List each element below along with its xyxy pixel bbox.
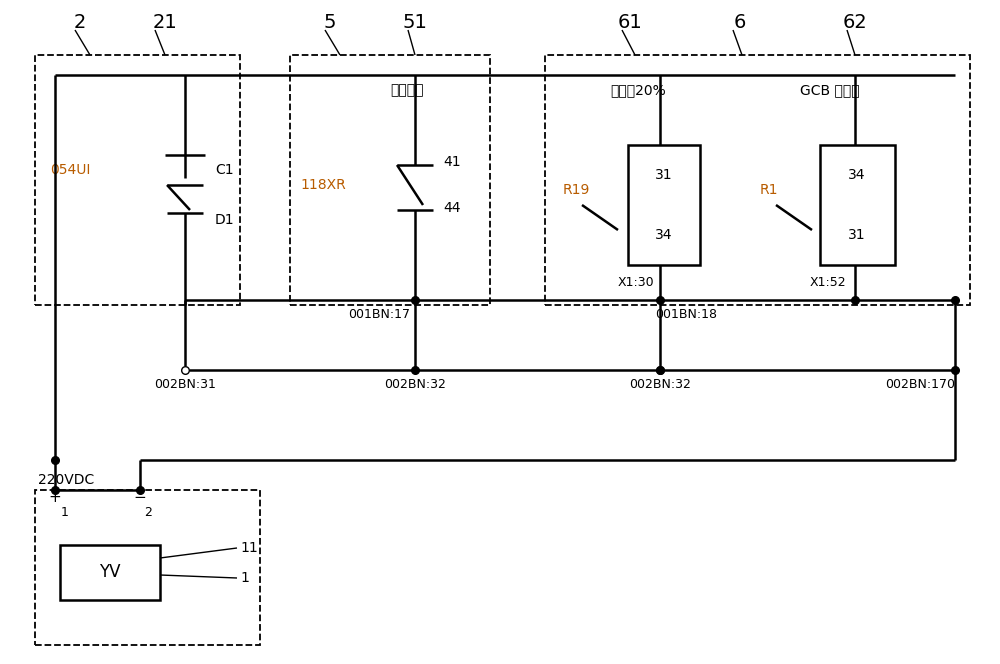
Bar (35, 55, 240, 305)
Text: X1:52: X1:52 (810, 276, 847, 288)
Text: 001BN:17: 001BN:17 (348, 309, 410, 321)
Bar (820, 145, 895, 265)
Text: 1: 1 (61, 505, 69, 519)
Text: 21: 21 (153, 13, 177, 31)
Bar (628, 145, 700, 265)
Text: 51: 51 (403, 13, 427, 31)
Text: 1: 1 (240, 571, 249, 585)
Text: +: + (49, 491, 61, 505)
Text: 2: 2 (74, 13, 86, 31)
Text: 34: 34 (655, 228, 673, 242)
Text: R19: R19 (563, 183, 590, 197)
Text: 054UI: 054UI (50, 163, 90, 177)
Text: 31: 31 (655, 168, 673, 182)
Text: 62: 62 (843, 13, 867, 31)
Text: 34: 34 (848, 168, 866, 182)
Text: 001BN:18: 001BN:18 (655, 309, 717, 321)
Bar (545, 55, 970, 305)
Text: 31: 31 (848, 228, 866, 242)
Text: 6: 6 (734, 13, 746, 31)
Text: GCB 在分位: GCB 在分位 (800, 83, 860, 97)
Text: D1: D1 (215, 213, 235, 227)
Text: 118XR: 118XR (300, 178, 346, 192)
Text: −: − (134, 491, 146, 505)
Text: 002BN:31: 002BN:31 (154, 378, 216, 392)
Text: 44: 44 (443, 201, 460, 215)
Text: YV: YV (99, 563, 121, 581)
Text: C1: C1 (215, 163, 234, 177)
Text: 5: 5 (324, 13, 336, 31)
Text: R1: R1 (760, 183, 778, 197)
Bar (290, 55, 490, 305)
Text: X1:30: X1:30 (618, 276, 655, 288)
Text: 41: 41 (443, 155, 461, 169)
Text: 220VDC: 220VDC (38, 473, 94, 487)
Text: 转速＜20%: 转速＜20% (610, 83, 666, 97)
Bar (35, 490, 260, 645)
Text: 2: 2 (144, 505, 152, 519)
Text: 002BN:32: 002BN:32 (629, 378, 691, 392)
Text: 11: 11 (240, 541, 258, 555)
Text: 导叶全关: 导叶全关 (390, 83, 424, 97)
Text: 002BN:170: 002BN:170 (885, 378, 955, 392)
Text: 002BN:32: 002BN:32 (384, 378, 446, 392)
Bar (60, 545, 160, 600)
Text: 61: 61 (618, 13, 642, 31)
